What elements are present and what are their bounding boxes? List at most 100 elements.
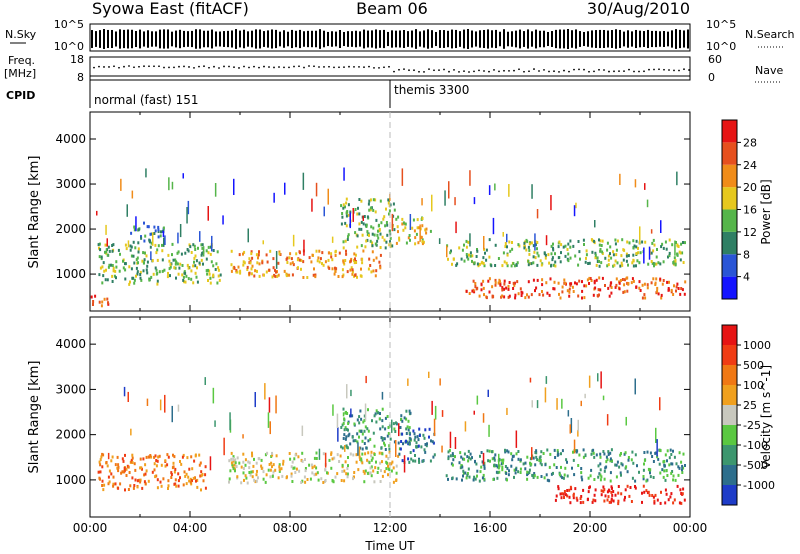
echo-cell — [555, 466, 558, 469]
echo-streak — [448, 181, 450, 199]
nsky-bar — [307, 30, 309, 48]
cpid-panel: CPID normal (fast) 151 themis 3300 — [6, 80, 469, 108]
freq-point — [118, 66, 120, 69]
echo-cell — [652, 495, 655, 499]
echo-cell — [682, 261, 685, 264]
echo-cell — [209, 281, 212, 285]
echo-cell — [614, 238, 617, 242]
nsky-bar — [159, 29, 161, 49]
echo-cell — [561, 492, 564, 496]
echo-cell — [166, 463, 169, 467]
echo-cell — [373, 444, 376, 448]
echo-cell — [584, 260, 587, 264]
echo-cell — [504, 465, 507, 468]
echo-cell — [381, 474, 384, 478]
echo-cell — [476, 286, 479, 290]
echo-cell — [600, 493, 603, 497]
echo-cell — [131, 456, 134, 460]
echo-cell — [244, 474, 247, 478]
echo-streak — [303, 239, 305, 256]
echo-cell — [258, 262, 261, 266]
colorbar-swatch — [722, 276, 737, 299]
echo-cell — [347, 434, 350, 438]
echo-cell — [516, 280, 519, 284]
echo-cell — [577, 294, 580, 298]
echo-cell — [369, 466, 372, 470]
echo-cell — [590, 452, 593, 456]
echo-cell — [105, 461, 108, 464]
nsky-bar — [339, 29, 341, 49]
echo-streak — [164, 235, 166, 245]
nsky-bar — [219, 31, 221, 47]
nsky-bar — [407, 31, 409, 47]
echo-cell — [493, 456, 496, 460]
echo-cell — [611, 486, 613, 490]
echo-cell — [360, 199, 363, 203]
echo-cell — [494, 453, 497, 457]
echo-cell — [602, 485, 605, 489]
freq-point — [258, 66, 260, 69]
nsky-bar — [447, 30, 449, 48]
echo-cell — [635, 252, 638, 255]
echo-cell — [133, 462, 136, 466]
echo-cell — [271, 453, 274, 457]
echo-cell — [344, 411, 347, 415]
echo-cell — [353, 475, 355, 479]
echo-cell — [373, 453, 376, 456]
echo-cell — [627, 458, 630, 462]
echo-cell — [140, 278, 143, 282]
nsky-bar — [455, 29, 457, 49]
echo-cell — [361, 447, 364, 451]
echo-streak — [487, 389, 489, 397]
echo-cell — [351, 435, 354, 439]
echo-cell — [405, 409, 408, 413]
echo-cell — [536, 241, 539, 244]
freq-point — [403, 68, 405, 71]
echo-streak — [446, 245, 448, 258]
echo-cell — [278, 468, 281, 472]
colorbar-tick-label: 28 — [743, 136, 757, 149]
echo-cell — [567, 252, 570, 256]
echo-cell — [431, 440, 434, 444]
echo-cell — [605, 460, 608, 464]
echo-cell — [101, 465, 104, 469]
echo-cell — [107, 301, 109, 305]
echo-cell — [482, 256, 485, 260]
echo-cell — [397, 230, 399, 234]
echo-cell — [681, 468, 683, 472]
x-tick-label: 20:00 — [573, 521, 608, 535]
echo-cell — [347, 428, 349, 432]
echo-cell — [659, 262, 662, 266]
echo-cell — [535, 286, 538, 290]
echo-cell — [106, 464, 109, 468]
echo-cell — [447, 257, 449, 261]
freq-point — [678, 69, 680, 72]
echo-streak — [301, 425, 304, 436]
echo-cell — [390, 469, 393, 473]
nsky-bar — [263, 31, 265, 47]
echo-cell — [156, 459, 159, 463]
echo-cell — [627, 263, 629, 267]
echo-streak — [550, 195, 552, 211]
echo-cell — [588, 282, 590, 285]
freq-point — [328, 65, 330, 68]
echo-cell — [200, 243, 203, 247]
freq-point — [463, 70, 465, 73]
echo-cell — [395, 241, 398, 245]
echo-cell — [186, 263, 189, 267]
echo-cell — [513, 468, 516, 472]
freq-point — [373, 66, 375, 69]
echo-cell — [362, 469, 365, 473]
colorbar-tick-label: -1000 — [743, 479, 775, 492]
echo-streak — [105, 248, 108, 254]
echo-cell — [507, 450, 510, 454]
echo-cell — [414, 454, 416, 457]
echo-cell — [159, 480, 162, 484]
echo-cell — [494, 243, 497, 247]
nsky-bar — [187, 31, 189, 47]
echo-cell — [536, 278, 539, 282]
echo-cell — [415, 441, 418, 445]
colorbar-swatch — [722, 209, 737, 232]
